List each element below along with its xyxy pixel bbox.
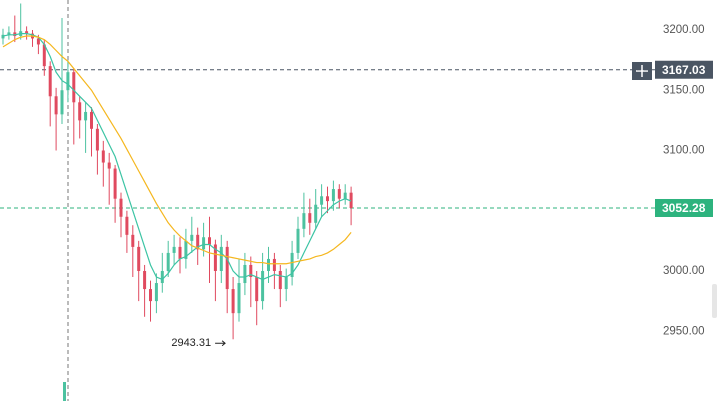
- candle-body: [166, 252, 170, 271]
- candle-body: [213, 244, 217, 271]
- price-box: [655, 198, 713, 217]
- candle-body: [107, 162, 111, 169]
- candle-body: [272, 258, 276, 271]
- candle-body: [326, 196, 329, 202]
- candle-body: [36, 38, 40, 45]
- candle-body: [113, 168, 117, 199]
- candle-body: [149, 289, 152, 302]
- candle-body: [243, 264, 247, 284]
- low-arrow: [215, 340, 226, 347]
- candle-body: [337, 189, 341, 199]
- candle-body: [296, 228, 300, 253]
- candle-body: [54, 96, 58, 115]
- candle-body: [66, 72, 70, 91]
- candle-body: [143, 270, 147, 290]
- candle-body: [267, 258, 270, 271]
- candle-body: [95, 128, 99, 151]
- candle-body: [84, 111, 88, 121]
- candle-body: [278, 270, 282, 290]
- candle-body: [261, 270, 265, 302]
- candle-body: [137, 246, 141, 271]
- candle-body: [125, 216, 129, 235]
- candle-body: [308, 213, 312, 223]
- y-tick-label: 3100.00: [663, 145, 705, 157]
- moving-average: [2, 33, 352, 281]
- candle-body: [349, 192, 353, 208]
- candle-body: [231, 289, 235, 314]
- candle-body: [42, 44, 46, 67]
- candle-body: [237, 283, 241, 314]
- candle-body: [131, 234, 135, 247]
- candle-body: [25, 31, 29, 34]
- candle-body: [320, 196, 324, 205]
- price-box: [655, 60, 713, 79]
- candle-body: [290, 252, 294, 278]
- candle-body: [78, 102, 82, 121]
- candle-body: [90, 111, 93, 129]
- candle-body: [343, 192, 347, 199]
- candle-body: [219, 246, 223, 271]
- candle-body: [255, 277, 259, 302]
- y-tick-label: 3000.00: [663, 265, 705, 277]
- y-tick-label: 3200.00: [663, 24, 705, 36]
- candle-body: [196, 234, 200, 250]
- volume-bar: [63, 382, 66, 401]
- candle-body: [48, 66, 52, 97]
- price-label: 3052.28: [662, 201, 706, 215]
- plus-icon: [636, 65, 648, 77]
- candle-body: [119, 198, 123, 217]
- side-tab[interactable]: [712, 284, 717, 318]
- moving-average: [2, 35, 352, 265]
- candle-body: [172, 246, 176, 253]
- candle-body: [178, 246, 182, 259]
- y-tick-label: 2950.00: [663, 325, 705, 337]
- candle-body: [190, 234, 194, 241]
- candle-body: [72, 72, 76, 103]
- low-label: 2943.31: [171, 337, 211, 349]
- candle-body: [225, 246, 229, 290]
- candle-body: [160, 270, 164, 284]
- candle-body: [154, 283, 158, 302]
- candle-body: [1, 34, 5, 39]
- candle-body: [202, 237, 206, 250]
- candle-body: [208, 237, 211, 245]
- price-label: 3167.03: [662, 63, 706, 77]
- y-tick-label: 3150.00: [663, 84, 705, 96]
- candle-body: [7, 32, 11, 35]
- candle-body: [184, 240, 188, 259]
- candle-body: [249, 264, 253, 278]
- candle-body: [314, 204, 318, 223]
- candle-body: [101, 150, 105, 163]
- candle-body: [284, 277, 288, 290]
- candle-body: [302, 213, 306, 229]
- candle-body: [60, 90, 64, 115]
- candle-body: [331, 189, 335, 202]
